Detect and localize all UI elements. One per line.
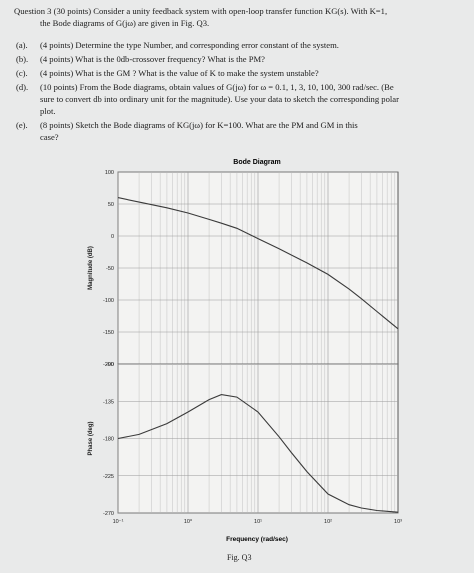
phase-y-tick-label: -180 [103, 437, 114, 443]
part-a-label: (a). [16, 40, 28, 50]
chart-title: Bode Diagram [233, 159, 280, 166]
phase-y-tick-label: -270 [103, 511, 114, 517]
magnitude-y-tick-label: 50 [108, 202, 114, 208]
x-tick-label: 10⁻¹ [113, 519, 124, 525]
part-e-text-2: case? [40, 132, 59, 142]
part-b-text: (4 points) What is the 0db-crossover fre… [40, 54, 265, 64]
part-c-label: (c). [16, 68, 28, 78]
magnitude-y-tick-label: -50 [106, 266, 114, 272]
part-d-text-2: sure to convert db into ordinary unit fo… [40, 94, 399, 104]
magnitude-curve [117, 197, 399, 330]
phase-y-tick-label: -225 [103, 474, 114, 480]
part-d-label: (d). [16, 82, 29, 92]
figure-caption: Fig. Q3 [227, 553, 252, 562]
part-e-label: (e). [16, 120, 28, 130]
x-axis-label: Frequency (rad/sec) [226, 536, 288, 543]
phase-curve [117, 394, 399, 513]
part-a-text: (4 points) Determine the type Number, an… [40, 40, 339, 50]
x-tick-label: 10¹ [254, 519, 262, 525]
part-d-text-1: (10 points) From the Bode diagrams, obta… [40, 82, 394, 92]
part-d-text-3: plot. [40, 106, 56, 116]
question-intro-line-1: Question 3 (30 points) Consider a unity … [14, 6, 388, 16]
magnitude-y-tick-label: -150 [103, 330, 114, 336]
magnitude-y-axis-label: Magnitude (dB) [88, 246, 94, 290]
magnitude-y-tick-label: 100 [105, 170, 114, 176]
magnitude-y-tick-label: 0 [111, 234, 114, 240]
phase-y-tick-label: -135 [103, 399, 114, 405]
bode-panels: 100 50 0 -50 -100 -150 -200 Magnitude (dB) -90 -1… [88, 170, 402, 525]
question-intro-line-2: the Bode diagrams of G(jω) are given in … [40, 18, 210, 28]
x-tick-label: 10⁰ [184, 518, 193, 525]
magnitude-y-tick-label: -200 [103, 362, 114, 368]
part-b-label: (b). [16, 54, 29, 64]
x-tick-label: 10² [324, 519, 332, 525]
x-tick-label: 10³ [394, 519, 402, 525]
magnitude-y-tick-label: -100 [103, 298, 114, 304]
phase-y-axis-label: Phase (deg) [88, 421, 94, 455]
phase-y-tick-label: -90 [106, 362, 114, 368]
part-c-text: (4 points) What is the GM ? What is the … [40, 68, 319, 78]
part-e-text-1: (8 points) Sketch the Bode diagrams of K… [40, 120, 358, 130]
